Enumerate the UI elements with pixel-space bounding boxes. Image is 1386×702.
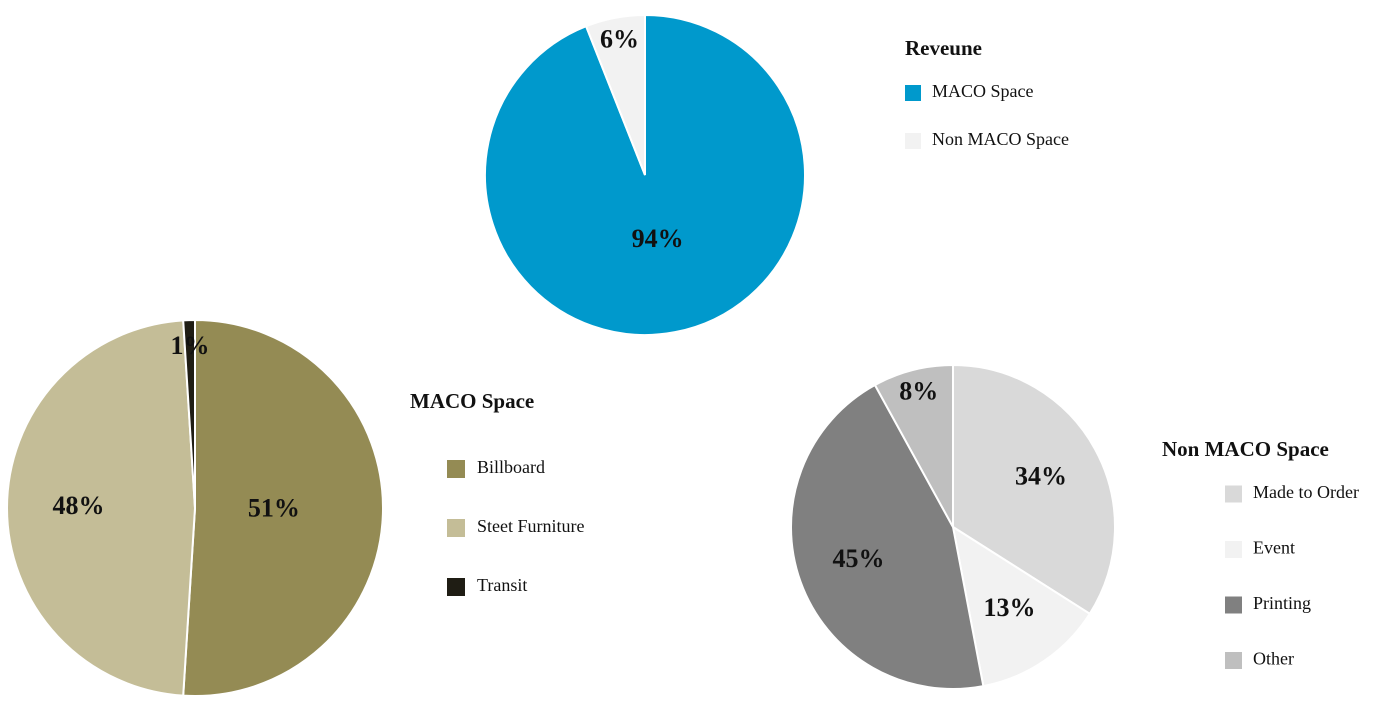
data-label: 48%: [52, 491, 104, 520]
legend-title: MACO Space: [410, 389, 534, 413]
legend-label: MACO Space: [932, 81, 1034, 101]
pie-slice: [182, 318, 196, 509]
legend-title: Non MACO Space: [1162, 437, 1329, 461]
legend-swatch: [447, 578, 465, 596]
legend-label: Event: [1253, 538, 1295, 558]
pie-slice: [790, 383, 985, 690]
data-label: 8%: [899, 377, 938, 406]
pie-slice: [873, 363, 954, 528]
legend-swatch: [1225, 485, 1242, 503]
data-label: 1%: [170, 331, 209, 360]
data-label: 45%: [832, 544, 884, 573]
legend-label: Non MACO Space: [932, 129, 1069, 149]
pie-slice: [951, 524, 1092, 688]
data-label: 51%: [248, 493, 300, 522]
legend-label: Printing: [1253, 593, 1311, 613]
legend-swatch: [1225, 541, 1242, 558]
data-label: 94%: [632, 224, 684, 253]
data-label: 13%: [983, 593, 1035, 622]
legend-label: Transit: [477, 575, 527, 595]
legend-swatch: [905, 133, 921, 149]
legend-swatch: [1225, 652, 1242, 669]
data-label: 34%: [1015, 462, 1067, 491]
data-label: 6%: [600, 24, 639, 53]
pie-slice: [6, 319, 197, 697]
legend-title: Reveune: [905, 36, 982, 60]
legend-swatch: [905, 85, 921, 101]
legend-swatch: [447, 460, 465, 478]
pie-slice: [584, 13, 646, 176]
legend-label: Steet Furniture: [477, 516, 584, 536]
legend-label: Billboard: [477, 457, 545, 477]
pie-slice: [182, 318, 384, 697]
legend-label: Made to Order: [1253, 482, 1359, 502]
legend-swatch: [1225, 596, 1242, 614]
legend-swatch: [447, 519, 465, 537]
legend-label: Other: [1253, 649, 1294, 669]
